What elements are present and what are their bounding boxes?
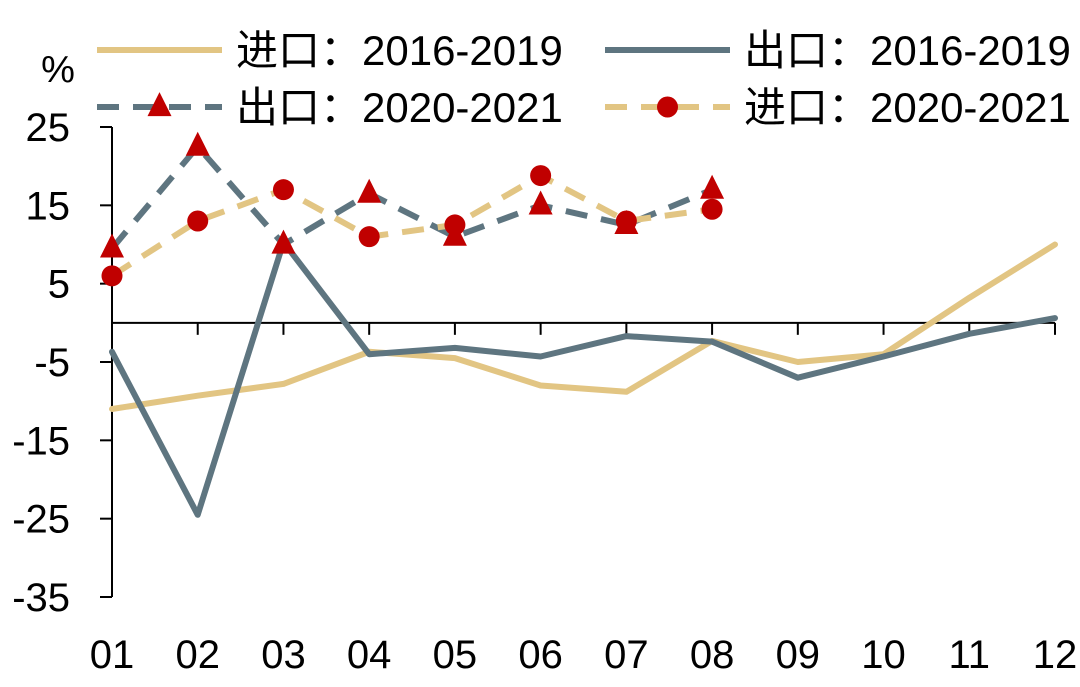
x-tick-label: 03 bbox=[261, 633, 306, 677]
axes: 25 15 5 -5 -15 -25 -35 01 02 03 04 05 06 07 08 09 10 11 12 bbox=[12, 106, 1077, 677]
legend-item-2: 出口：2016-2019 bbox=[605, 27, 1071, 74]
series-4-point bbox=[358, 226, 380, 248]
legend-label: 出口：2020-2021 bbox=[236, 84, 563, 131]
legend: 进口：2016-2019 出口：2016-2019 出口：2020-2021 进口：2… bbox=[97, 27, 1071, 131]
x-tick-label: 12 bbox=[1033, 633, 1078, 677]
series-3-point bbox=[528, 190, 553, 215]
y-tick-label: -35 bbox=[12, 576, 70, 620]
series-layer bbox=[109, 143, 1058, 518]
x-tick-label: 04 bbox=[347, 633, 392, 677]
legend-item-1: 进口：2016-2019 bbox=[97, 27, 563, 74]
legend-item-3: 出口：2020-2021 bbox=[97, 84, 563, 131]
legend-label: 进口：2020-2021 bbox=[744, 84, 1071, 131]
series-4-point bbox=[530, 165, 552, 187]
series-3-point bbox=[100, 233, 124, 258]
series-4-point bbox=[187, 210, 209, 232]
series-4-point bbox=[701, 198, 723, 220]
series-3-point bbox=[357, 178, 382, 203]
y-tick-label: 15 bbox=[26, 184, 71, 228]
x-tick-label: 01 bbox=[90, 633, 135, 677]
y-tick-label: 5 bbox=[48, 263, 70, 307]
legend-marker bbox=[147, 92, 172, 117]
x-tick-label: 09 bbox=[776, 633, 821, 677]
x-tick-label: 07 bbox=[604, 633, 649, 677]
y-tick-label: -15 bbox=[12, 419, 70, 463]
x-tick-label: 10 bbox=[861, 633, 906, 677]
y-tick-label: -25 bbox=[12, 498, 70, 542]
legend-marker bbox=[657, 96, 678, 118]
series-4-point bbox=[615, 210, 637, 232]
legend-item-4: 进口：2020-2021 bbox=[605, 84, 1071, 131]
series-4-point bbox=[444, 214, 466, 236]
series-line-2 bbox=[109, 239, 1058, 518]
legend-label: 进口：2016-2019 bbox=[236, 27, 563, 74]
x-tick-label: 08 bbox=[690, 633, 735, 677]
x-tick-label: 06 bbox=[518, 633, 563, 677]
y-tick-label: -5 bbox=[34, 341, 70, 385]
series-3-point bbox=[271, 229, 296, 254]
series-line-3 bbox=[109, 143, 714, 251]
series-line-4 bbox=[110, 172, 713, 279]
series-3-point bbox=[700, 174, 725, 199]
y-axis-unit-label: % bbox=[41, 49, 75, 91]
x-tick-label: 02 bbox=[175, 633, 220, 677]
x-tick-label: 11 bbox=[949, 633, 991, 677]
series-4-point bbox=[272, 179, 294, 201]
x-tick-label: 05 bbox=[433, 633, 478, 677]
legend-label: 出口：2016-2019 bbox=[744, 27, 1071, 74]
marker-layer bbox=[100, 131, 725, 287]
series-line-1 bbox=[109, 241, 1058, 412]
series-3-point bbox=[185, 131, 210, 156]
y-tick-label: 25 bbox=[26, 106, 71, 150]
series-4-point bbox=[101, 265, 123, 287]
